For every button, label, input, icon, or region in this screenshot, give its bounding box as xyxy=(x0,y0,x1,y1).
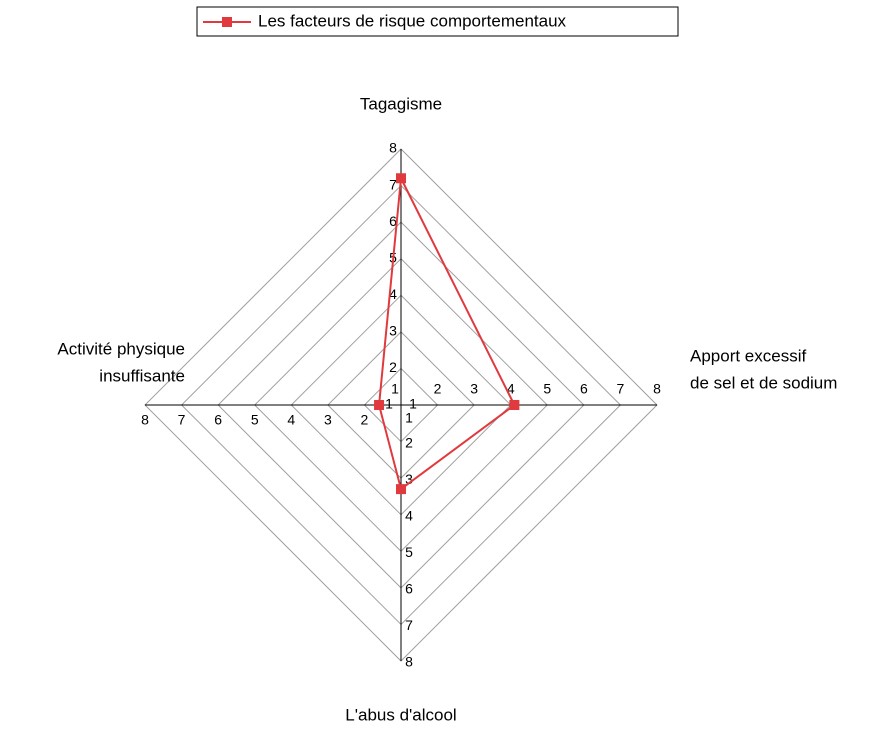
tick-label: 2 xyxy=(405,434,413,450)
tick-label: 8 xyxy=(405,654,413,670)
tick-label: 1 xyxy=(405,410,413,426)
tick-label: 6 xyxy=(580,381,588,397)
tick-label: 3 xyxy=(324,412,332,428)
tick-label: 1 xyxy=(409,396,417,412)
tick-label: 7 xyxy=(617,381,625,397)
tick-label: 8 xyxy=(141,412,149,428)
tick-label: 7 xyxy=(389,176,397,192)
tick-label: 2 xyxy=(389,359,397,375)
legend-label: Les facteurs de risque comportementaux xyxy=(258,11,567,30)
data-point xyxy=(509,400,520,410)
legend-box xyxy=(196,6,679,37)
tick-label: 4 xyxy=(507,381,515,397)
tick-label: 8 xyxy=(389,140,397,156)
tick-label: 6 xyxy=(214,412,222,428)
tick-label: 1 xyxy=(391,381,399,397)
tick-label: 3 xyxy=(405,471,413,487)
legend-marker xyxy=(222,17,232,27)
tick-label: 5 xyxy=(251,412,259,428)
tick-label: 6 xyxy=(389,213,397,229)
tick-label: 4 xyxy=(389,286,397,302)
category-label: Tagagisme xyxy=(360,94,442,113)
tick-label: 1 xyxy=(385,396,393,412)
tick-label: 8 xyxy=(653,381,661,397)
tick-label: 7 xyxy=(405,617,413,633)
category-label: Apport excessif xyxy=(690,346,806,365)
category-label: insuffisante xyxy=(99,366,185,385)
tick-label: 5 xyxy=(543,381,551,397)
tick-label: 4 xyxy=(405,507,413,523)
category-label: de sel et de sodium xyxy=(690,373,837,392)
tick-label: 3 xyxy=(389,323,397,339)
data-point xyxy=(396,173,406,184)
data-point xyxy=(396,484,406,495)
tick-label: 4 xyxy=(287,412,295,428)
legend: Les facteurs de risque comportementaux xyxy=(196,6,679,37)
tick-label: 5 xyxy=(405,544,413,560)
tick-label: 3 xyxy=(470,381,478,397)
tick-label: 6 xyxy=(405,581,413,597)
tick-label: 2 xyxy=(361,412,369,428)
tick-label: 2 xyxy=(434,381,442,397)
category-label: L'abus d'alcool xyxy=(345,705,456,724)
category-label: Activité physique xyxy=(57,339,185,358)
tick-label: 7 xyxy=(178,412,186,428)
data-point xyxy=(374,400,385,410)
